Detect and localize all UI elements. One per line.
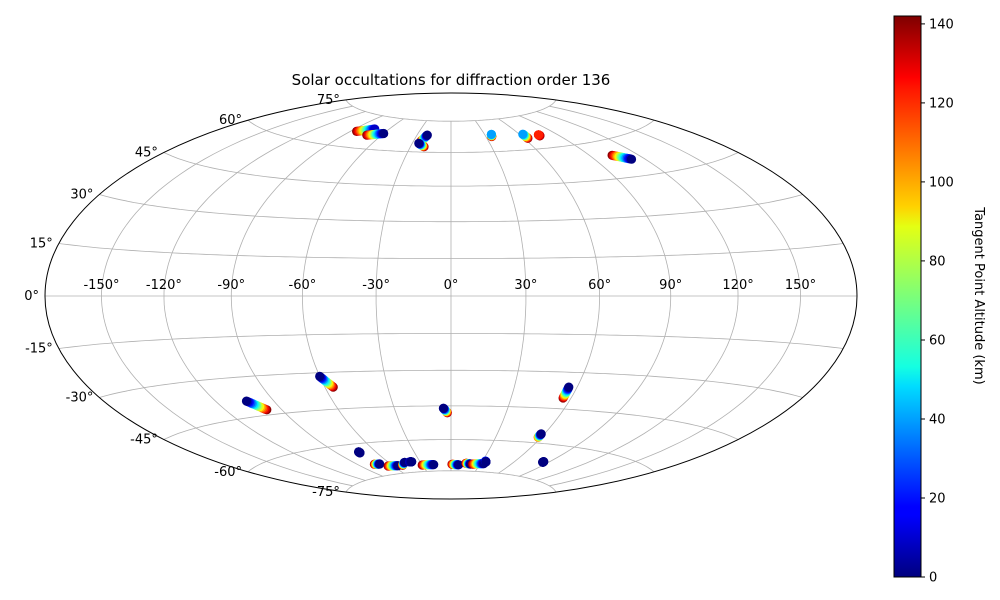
lat-tick-labels: 75° 60° 45° 30° 15° 0° -15° -30° -45° -60° -75° xyxy=(24,93,340,500)
occultation-point xyxy=(564,382,574,392)
occultation-point xyxy=(422,130,432,140)
occultation-points xyxy=(241,124,637,471)
occultation-point xyxy=(486,129,496,139)
meridian-line xyxy=(536,111,739,481)
meridian-line xyxy=(230,115,383,477)
colorbar-tick-label: 100 xyxy=(929,175,954,190)
colorbar-ticks: 0 20 40 60 80 100 120 140 xyxy=(921,17,954,586)
lat-tick-label: -60° xyxy=(214,465,242,480)
lon-tick-label: -30° xyxy=(362,278,390,293)
lon-tick-label: 150° xyxy=(785,278,816,293)
colorbar: 0 20 40 60 80 100 120 140 Tangent Point Altitud… xyxy=(893,15,986,586)
colorbar-tick-label: 80 xyxy=(929,254,946,269)
lon-tick-label: -150° xyxy=(83,278,119,293)
chart-title: Solar occultations for diffraction order… xyxy=(292,71,611,89)
occultation-point xyxy=(407,457,417,467)
occultation-point xyxy=(429,460,439,470)
lat-tick-label: 75° xyxy=(317,93,340,108)
meridian-line xyxy=(519,115,672,477)
meridian-line xyxy=(163,111,366,481)
lat-tick-label: 0° xyxy=(24,289,39,304)
colorbar-tick-label: 20 xyxy=(929,492,946,507)
lon-tick-label: 0° xyxy=(444,278,459,293)
colorbar-tick-label: 60 xyxy=(929,334,946,349)
meridian-line xyxy=(498,118,600,474)
colorbar-tick-label: 40 xyxy=(929,413,946,428)
lat-tick-label: -45° xyxy=(130,433,158,448)
colorbar-tick-label: 140 xyxy=(929,17,954,32)
lat-tick-label: 30° xyxy=(70,188,93,203)
meridian-line xyxy=(549,105,801,487)
map-boundary xyxy=(44,92,858,500)
lon-tick-labels: -150° -120° -90° -60° -30° 0° 30° 60° 90° 120° 150… xyxy=(83,278,816,293)
occultation-point xyxy=(315,371,325,381)
occultation-point xyxy=(375,459,385,469)
occultation-point xyxy=(536,429,546,439)
map-grid xyxy=(45,99,857,493)
occultation-point xyxy=(626,154,637,164)
colorbar-label: Tangent Point Altitude (km) xyxy=(971,206,986,384)
occultation-point xyxy=(454,460,464,470)
lon-tick-label: -120° xyxy=(146,278,182,293)
lon-tick-label: 120° xyxy=(722,278,753,293)
occultation-point xyxy=(438,403,448,413)
lon-tick-label: 30° xyxy=(514,278,537,293)
lon-tick-label: -90° xyxy=(217,278,245,293)
lat-tick-label: 45° xyxy=(135,146,158,161)
lon-tick-label: -60° xyxy=(289,278,317,293)
lat-tick-label: -75° xyxy=(312,485,340,500)
meridian-line xyxy=(375,120,428,472)
colorbar-gradient xyxy=(893,15,922,578)
occultation-point xyxy=(379,128,389,139)
lat-tick-label: -30° xyxy=(66,391,94,406)
occultation-point xyxy=(241,396,252,406)
lon-tick-label: 90° xyxy=(659,278,682,293)
occultation-point xyxy=(538,457,548,467)
lat-tick-label: -15° xyxy=(25,342,53,357)
meridian-line xyxy=(101,105,353,487)
meridian-line xyxy=(301,118,404,474)
colorbar-tick-label: 0 xyxy=(929,571,937,586)
meridian-line xyxy=(474,120,527,472)
occultation-point xyxy=(518,129,528,139)
occultation-point xyxy=(481,457,491,467)
lon-tick-label: 60° xyxy=(588,278,611,293)
occultation-point xyxy=(414,138,424,148)
occultation-point xyxy=(533,130,544,140)
lat-tick-label: 60° xyxy=(219,113,242,128)
lat-tick-label: 15° xyxy=(30,237,53,252)
occultation-point xyxy=(355,448,365,458)
colorbar-tick-label: 120 xyxy=(929,96,954,111)
